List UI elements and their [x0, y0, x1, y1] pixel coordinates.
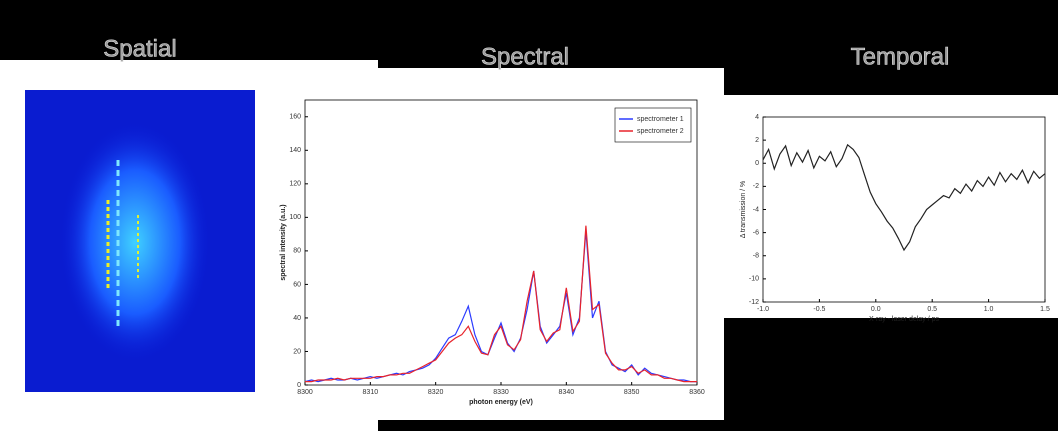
- legend-box: [614, 107, 692, 143]
- x-tick-label: 8300: [297, 389, 313, 396]
- x-tick-label: 8320: [428, 389, 444, 396]
- x-tick-label: 8340: [559, 389, 575, 396]
- spatial-heading: Spatial: [103, 35, 176, 62]
- y-axis-label: Δ transmission / %: [740, 181, 747, 239]
- y-tick-label: 140: [289, 147, 301, 154]
- y-tick-label: -10: [749, 276, 759, 283]
- x-tick-label: -0.5: [813, 306, 825, 313]
- data-line: [304, 230, 697, 383]
- y-tick-label: 20: [293, 348, 301, 355]
- y-tick-label: 0: [755, 160, 759, 167]
- x-tick-label: 8310: [363, 389, 379, 396]
- x-tick-label: 1.5: [1040, 306, 1050, 313]
- y-tick-label: 4: [755, 114, 759, 121]
- x-tick-label: 8350: [624, 389, 640, 396]
- y-tick-label: -6: [753, 229, 759, 236]
- y-tick-label: 80: [293, 248, 301, 255]
- x-tick-label: 8360: [689, 389, 705, 396]
- x-tick-label: 0.5: [927, 306, 937, 313]
- x-tick-label: 0.0: [871, 306, 881, 313]
- temporal-heading: Temporal: [851, 43, 950, 70]
- x-axis-label: photon energy (eV): [469, 399, 533, 406]
- data-line: [762, 143, 1046, 252]
- legend-label: spectrometer 1: [637, 116, 684, 123]
- y-tick-label: -8: [753, 253, 759, 260]
- spectral-heading: Spectral: [481, 43, 569, 70]
- y-tick-label: 0: [297, 382, 301, 389]
- x-tick-label: 1.0: [984, 306, 994, 313]
- y-tick-label: 40: [293, 315, 301, 322]
- legend-label: spectrometer 2: [637, 128, 684, 135]
- y-tick-label: 2: [755, 137, 759, 144]
- y-tick-label: -2: [753, 183, 759, 190]
- x-axis-label: X-ray - laser delay / ps: [869, 316, 940, 323]
- temporal-panel: [724, 95, 1058, 318]
- y-tick-label: 60: [293, 281, 301, 288]
- y-tick-label: 160: [289, 114, 301, 121]
- spatial-image: [25, 90, 255, 392]
- data-line: [305, 225, 697, 383]
- x-tick-label: -1.0: [757, 306, 769, 313]
- y-axis-label: spectral intensity (a.u.): [280, 204, 287, 280]
- y-tick-label: -12: [749, 299, 759, 306]
- x-tick-label: 8330: [493, 389, 509, 396]
- y-tick-label: -4: [753, 206, 759, 213]
- y-tick-label: 100: [289, 214, 301, 221]
- y-tick-label: 120: [289, 181, 301, 188]
